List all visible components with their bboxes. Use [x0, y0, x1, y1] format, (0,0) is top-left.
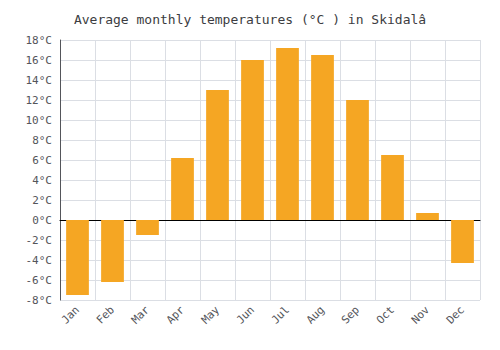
svg-text:0°C: 0°C: [32, 214, 52, 227]
svg-text:-8°C: -8°C: [26, 294, 53, 307]
svg-text:-2°C: -2°C: [26, 234, 53, 247]
svg-text:4°C: 4°C: [32, 174, 52, 187]
svg-text:18°C: 18°C: [26, 34, 53, 47]
svg-text:Aug: Aug: [304, 303, 327, 326]
svg-text:Average monthly temperatures (: Average monthly temperatures (°C ) in Sk…: [74, 12, 426, 27]
svg-text:Nov: Nov: [409, 303, 432, 326]
svg-text:-4°C: -4°C: [26, 254, 53, 267]
svg-text:Feb: Feb: [94, 303, 117, 326]
svg-text:6°C: 6°C: [32, 154, 52, 167]
svg-text:Jul: Jul: [269, 303, 292, 326]
svg-text:2°C: 2°C: [32, 194, 52, 207]
svg-text:8°C: 8°C: [32, 134, 52, 147]
svg-text:Mar: Mar: [129, 303, 152, 326]
svg-text:May: May: [199, 303, 222, 326]
svg-text:16°C: 16°C: [26, 54, 53, 67]
svg-text:Apr: Apr: [164, 303, 187, 326]
svg-text:14°C: 14°C: [26, 74, 53, 87]
svg-text:10°C: 10°C: [26, 114, 53, 127]
svg-text:Jan: Jan: [59, 303, 82, 326]
svg-text:-6°C: -6°C: [26, 274, 53, 287]
svg-text:Oct: Oct: [374, 303, 397, 326]
svg-text:Sep: Sep: [339, 303, 362, 326]
svg-text:Jun: Jun: [234, 303, 257, 326]
svg-text:12°C: 12°C: [26, 94, 53, 107]
svg-text:Dec: Dec: [444, 303, 467, 326]
